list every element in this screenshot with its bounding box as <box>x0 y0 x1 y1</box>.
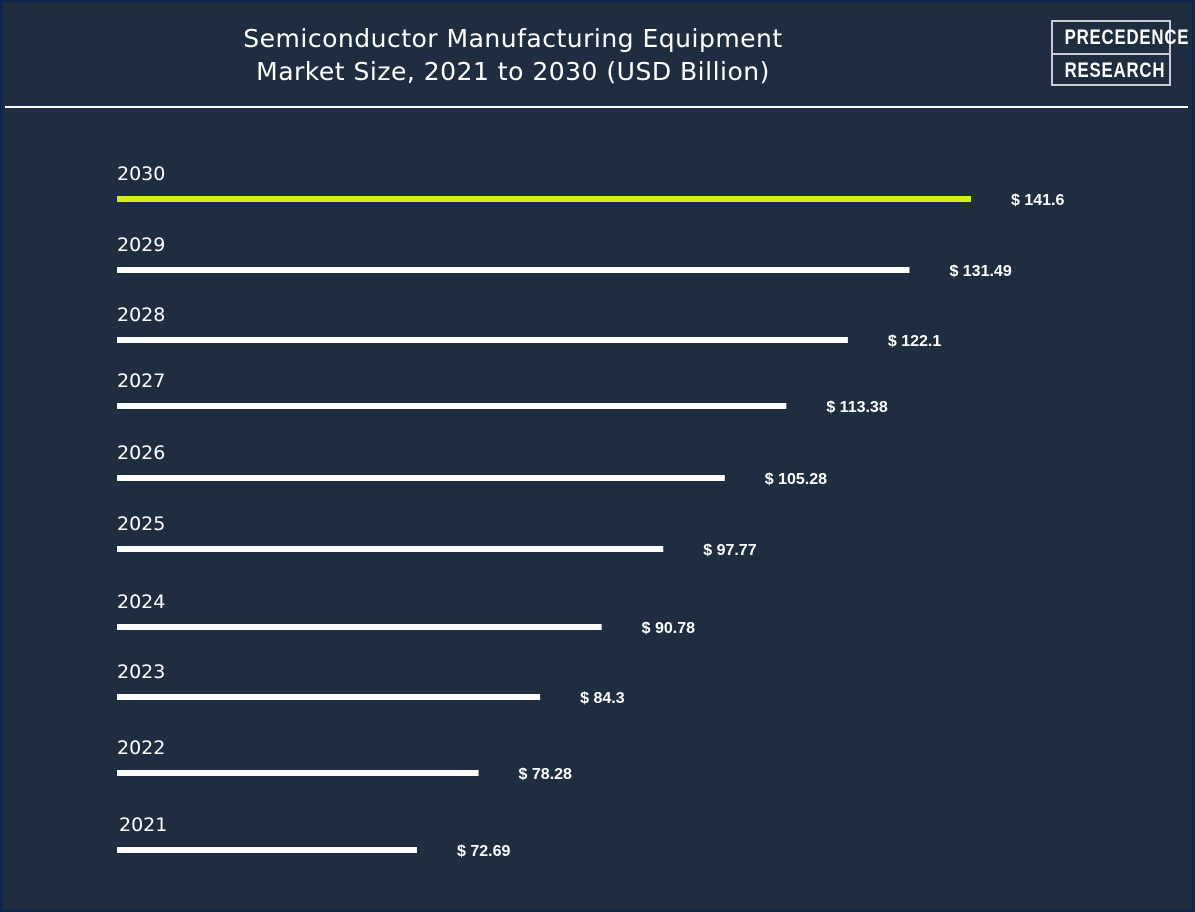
value-label-2026: $ 105.28 <box>765 471 827 488</box>
value-label-2027: $ 113.38 <box>826 399 888 416</box>
bar-2028 <box>117 337 848 343</box>
bar-2029 <box>117 267 910 273</box>
logo-line-2: RESEARCH <box>1064 59 1166 82</box>
value-label-2028: $ 122.1 <box>888 333 941 350</box>
category-label-2023: 2023 <box>117 661 165 683</box>
bar-2022 <box>117 770 479 776</box>
bar-2026 <box>117 475 725 481</box>
title-line-1: Semiconductor Manufacturing Equipment <box>243 24 783 53</box>
bar-2023 <box>117 694 541 700</box>
header-divider <box>5 106 1188 108</box>
category-label-2022: 2022 <box>117 737 165 759</box>
bar-2024 <box>117 624 602 630</box>
category-label-2024: 2024 <box>117 591 165 613</box>
chart-frame: Semiconductor Manufacturing Equipment Ma… <box>3 2 1192 910</box>
bar-2021 <box>117 847 417 853</box>
value-label-2024: $ 90.78 <box>642 620 695 637</box>
bar-2030 <box>117 196 971 202</box>
category-label-2029: 2029 <box>117 234 165 256</box>
title-line-2: Market Size, 2021 to 2030 (USD Billion) <box>256 57 770 86</box>
category-label-2027: 2027 <box>117 370 165 392</box>
category-label-2026: 2026 <box>117 442 165 464</box>
category-label-2021: 2021 <box>119 814 167 836</box>
precedence-research-logo: PRECEDENCE RESEARCH <box>1051 20 1189 86</box>
bar-2027 <box>117 403 787 409</box>
bar-2025 <box>117 546 664 552</box>
value-label-2030: $ 141.6 <box>1011 192 1064 209</box>
value-label-2022: $ 78.28 <box>519 766 572 783</box>
value-label-2029: $ 131.49 <box>949 263 1011 280</box>
chart-title: Semiconductor Manufacturing Equipment Ma… <box>153 22 873 88</box>
value-label-2023: $ 84.3 <box>580 690 625 707</box>
logo-divider <box>1053 53 1169 55</box>
value-label-2021: $ 72.69 <box>457 843 510 860</box>
category-label-2030: 2030 <box>117 163 165 185</box>
category-label-2028: 2028 <box>117 304 165 326</box>
value-label-2025: $ 97.77 <box>703 542 756 559</box>
category-label-2025: 2025 <box>117 513 165 535</box>
